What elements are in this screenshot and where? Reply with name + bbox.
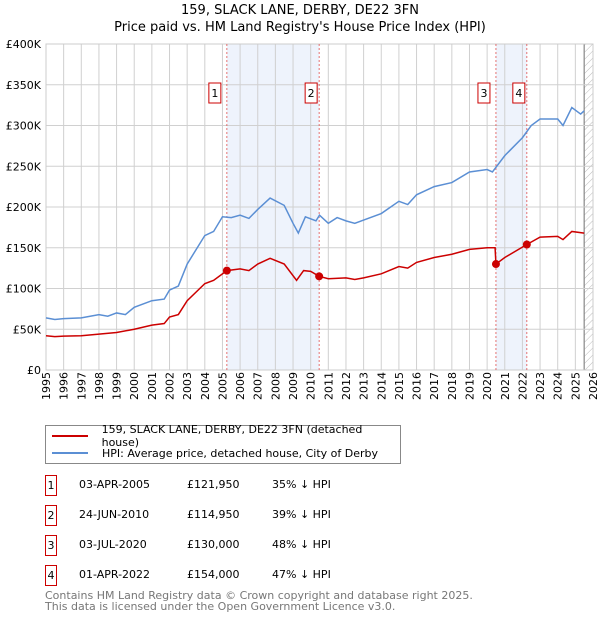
sale-badge-label: 4 <box>515 87 522 100</box>
sale-row: 1 03-APR-2005 £121,950 35% ↓ HPI <box>45 475 445 497</box>
x-tick-label: 2016 <box>411 372 424 400</box>
x-tick-label: 2012 <box>340 372 353 400</box>
x-tick-label: 2009 <box>287 372 300 400</box>
sale-badge <box>477 82 491 104</box>
x-tick-label: 2010 <box>305 372 318 400</box>
sale-badge-label: 3 <box>480 87 487 100</box>
footer-line2: This data is licensed under the Open Gov… <box>45 600 396 613</box>
sale-hpi-diff: 39% ↓ HPI <box>272 508 331 521</box>
sale-number: 4 <box>45 565 57 586</box>
x-tick-label: 2018 <box>446 372 459 400</box>
x-tick-label: 2020 <box>481 372 494 400</box>
y-tick-label: £300K <box>6 120 42 133</box>
sale-hpi-diff: 35% ↓ HPI <box>272 478 331 491</box>
sale-number: 2 <box>45 505 57 526</box>
footer-line1: Contains HM Land Registry data © Crown c… <box>45 589 473 602</box>
sale-row: 4 01-APR-2022 £154,000 47% ↓ HPI <box>45 565 445 587</box>
legend-label: 159, SLACK LANE, DERBY, DE22 3FN (detach… <box>101 423 363 449</box>
sale-badge <box>512 82 526 104</box>
sale-badge-label: 2 <box>308 87 315 100</box>
x-tick-label: 2006 <box>234 372 247 400</box>
legend-swatch <box>52 452 88 454</box>
sale-date: 03-APR-2005 <box>79 478 151 491</box>
x-tick-label: 2019 <box>463 372 476 400</box>
sale-point <box>522 240 531 249</box>
sale-date: 03-JUL-2020 <box>79 538 147 551</box>
y-tick-label: £100K <box>6 283 42 296</box>
x-tick-label: 2000 <box>128 372 141 400</box>
x-tick-label: 2004 <box>199 372 212 400</box>
y-tick-label: £50K <box>13 323 42 336</box>
x-tick-label: 2023 <box>534 372 547 400</box>
x-tick-label: 2014 <box>375 372 388 400</box>
x-tick-label: 2022 <box>516 372 529 400</box>
legend-item-property: 159, SLACK LANE, DERBY, DE22 3FN (detach… <box>52 423 400 449</box>
x-tick-label: 2015 <box>393 372 406 400</box>
x-tick-label: 1996 <box>58 372 71 400</box>
y-tick-label: £150K <box>6 242 42 255</box>
sale-point <box>491 260 500 269</box>
sale-row: 3 03-JUL-2020 £130,000 48% ↓ HPI <box>45 535 445 557</box>
chart-subtitle: Price paid vs. HM Land Registry's House … <box>114 20 486 35</box>
legend: 159, SLACK LANE, DERBY, DE22 3FN (detach… <box>45 423 401 464</box>
y-tick-label: £0 <box>27 364 41 377</box>
x-tick-label: 2024 <box>552 372 565 400</box>
x-tick-label: 2013 <box>358 372 371 400</box>
x-tick-label: 1995 <box>40 372 53 400</box>
y-tick-label: £400K <box>6 38 42 51</box>
sale-date: 24-JUN-2010 <box>79 508 150 521</box>
x-tick-label: 2002 <box>164 372 177 400</box>
sale-price: £114,950 <box>187 508 240 521</box>
x-tick-label: 2005 <box>216 372 229 400</box>
x-tick-label: 1999 <box>111 372 124 400</box>
sale-point <box>315 272 324 281</box>
x-tick-label: 2021 <box>499 372 512 400</box>
sale-badge <box>208 82 222 104</box>
sale-hpi-diff: 47% ↓ HPI <box>272 568 331 581</box>
sale-badge <box>304 82 318 104</box>
x-tick-label: 2008 <box>269 372 282 400</box>
plot-area: 1995 1996 1997 1998 1999 2000 2001 2002 2003 2004… <box>6 38 600 400</box>
x-tick-label: 2001 <box>146 372 159 400</box>
sale-point <box>222 266 231 275</box>
sale-hpi-diff: 48% ↓ HPI <box>272 538 331 551</box>
footer: Contains HM Land Registry data © Crown c… <box>45 590 473 612</box>
x-tick-label: 2007 <box>252 372 265 400</box>
sale-price: £121,950 <box>187 478 240 491</box>
sale-price: £130,000 <box>187 538 240 551</box>
series-line-property <box>45 230 585 338</box>
x-tick-label: 1997 <box>75 372 88 400</box>
x-tick-label: 2025 <box>569 372 582 400</box>
y-tick-label: £350K <box>6 79 42 92</box>
sale-date: 01-APR-2022 <box>79 568 151 581</box>
x-tick-label: 1998 <box>93 372 106 400</box>
x-tick-label: 2003 <box>181 372 194 400</box>
series-line-hpi <box>45 106 585 321</box>
sale-number: 1 <box>45 475 57 496</box>
y-tick-label: £200K <box>6 201 42 214</box>
legend-item-hpi: HPI: Average price, detached house, City… <box>52 445 378 461</box>
y-tick-label: £250K <box>6 160 42 173</box>
legend-label: HPI: Average price, detached house, City… <box>102 446 379 460</box>
chart-title: 159, SLACK LANE, DERBY, DE22 3FN <box>181 3 419 18</box>
legend-swatch <box>52 435 88 437</box>
x-tick-label: 2026 <box>587 372 600 400</box>
sale-badge-label: 1 <box>211 87 218 100</box>
sale-number: 3 <box>45 535 57 556</box>
x-tick-label: 2011 <box>322 372 335 400</box>
sale-price: £154,000 <box>187 568 240 581</box>
sale-row: 2 24-JUN-2010 £114,950 39% ↓ HPI <box>45 505 445 527</box>
x-tick-label: 2017 <box>428 372 441 400</box>
